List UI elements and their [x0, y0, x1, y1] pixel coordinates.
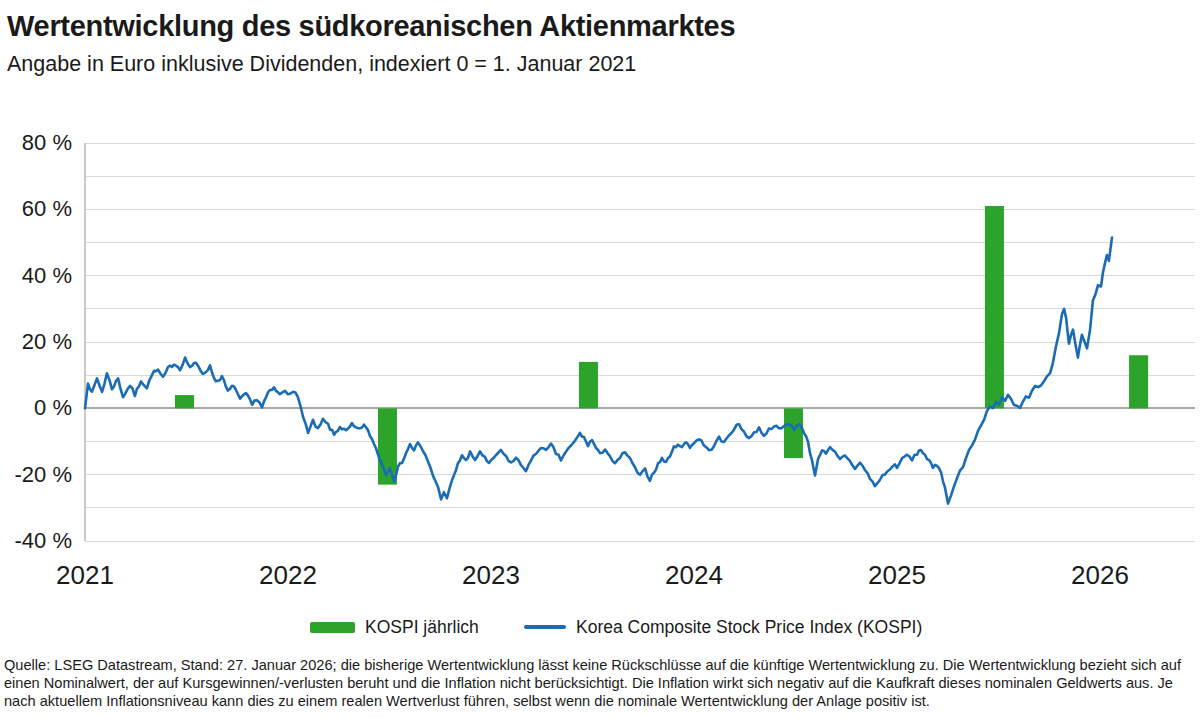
- legend-item-kospi-index: Korea Composite Stock Price Index (KOSPI…: [524, 615, 922, 639]
- y-axis-label: 40 %: [0, 263, 72, 289]
- y-axis-label: 0 %: [0, 395, 72, 421]
- bar-2021: [175, 395, 194, 408]
- legend: KOSPI jährlich Korea Composite Stock Pri…: [0, 615, 1200, 639]
- chart-canvas: [0, 0, 1200, 719]
- bar-2024: [784, 408, 803, 458]
- legend-label: KOSPI jährlich: [365, 617, 479, 638]
- x-axis-label: 2024: [634, 560, 754, 590]
- bar-2023: [579, 362, 598, 408]
- legend-label: Korea Composite Stock Price Index (KOSPI…: [576, 617, 922, 638]
- y-axis-label: 60 %: [0, 196, 72, 222]
- y-axis-label: -40 %: [0, 528, 72, 554]
- y-axis-label: 20 %: [0, 329, 72, 355]
- x-axis-label: 2026: [1040, 560, 1160, 590]
- legend-item-kospi-yearly: KOSPI jährlich: [310, 615, 479, 639]
- bar-2025: [985, 206, 1004, 408]
- y-axis-label: -20 %: [0, 462, 72, 488]
- source-footnote: Quelle: LSEG Datastream, Stand: 27. Janu…: [4, 656, 1196, 710]
- x-axis-label: 2025: [837, 560, 957, 590]
- line-swatch-icon: [524, 625, 566, 629]
- x-axis-label: 2021: [25, 560, 145, 590]
- bar-2026: [1129, 355, 1148, 408]
- chart-page: Wertentwicklung des südkoreanischen Akti…: [0, 0, 1200, 719]
- x-axis-label: 2022: [228, 560, 348, 590]
- x-axis-label: 2023: [431, 560, 551, 590]
- y-axis-label: 80 %: [0, 130, 72, 156]
- bar-swatch-icon: [310, 622, 355, 633]
- kospi-line: [85, 238, 1112, 504]
